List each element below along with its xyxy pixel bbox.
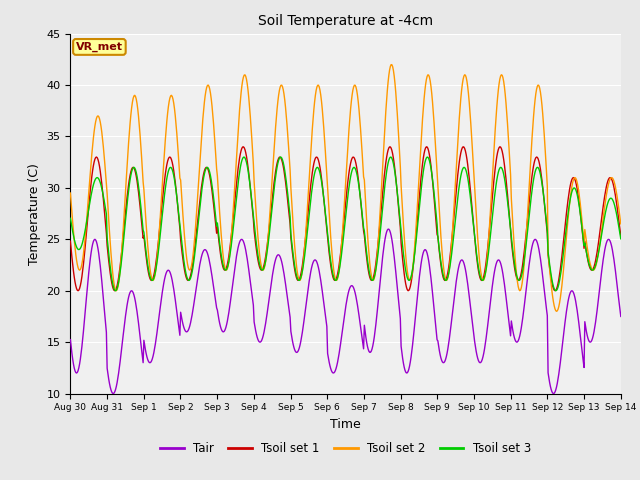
Text: VR_met: VR_met: [76, 42, 123, 52]
X-axis label: Time: Time: [330, 418, 361, 431]
Y-axis label: Temperature (C): Temperature (C): [28, 163, 41, 264]
Legend: Tair, Tsoil set 1, Tsoil set 2, Tsoil set 3: Tair, Tsoil set 1, Tsoil set 2, Tsoil se…: [156, 437, 536, 460]
Title: Soil Temperature at -4cm: Soil Temperature at -4cm: [258, 14, 433, 28]
